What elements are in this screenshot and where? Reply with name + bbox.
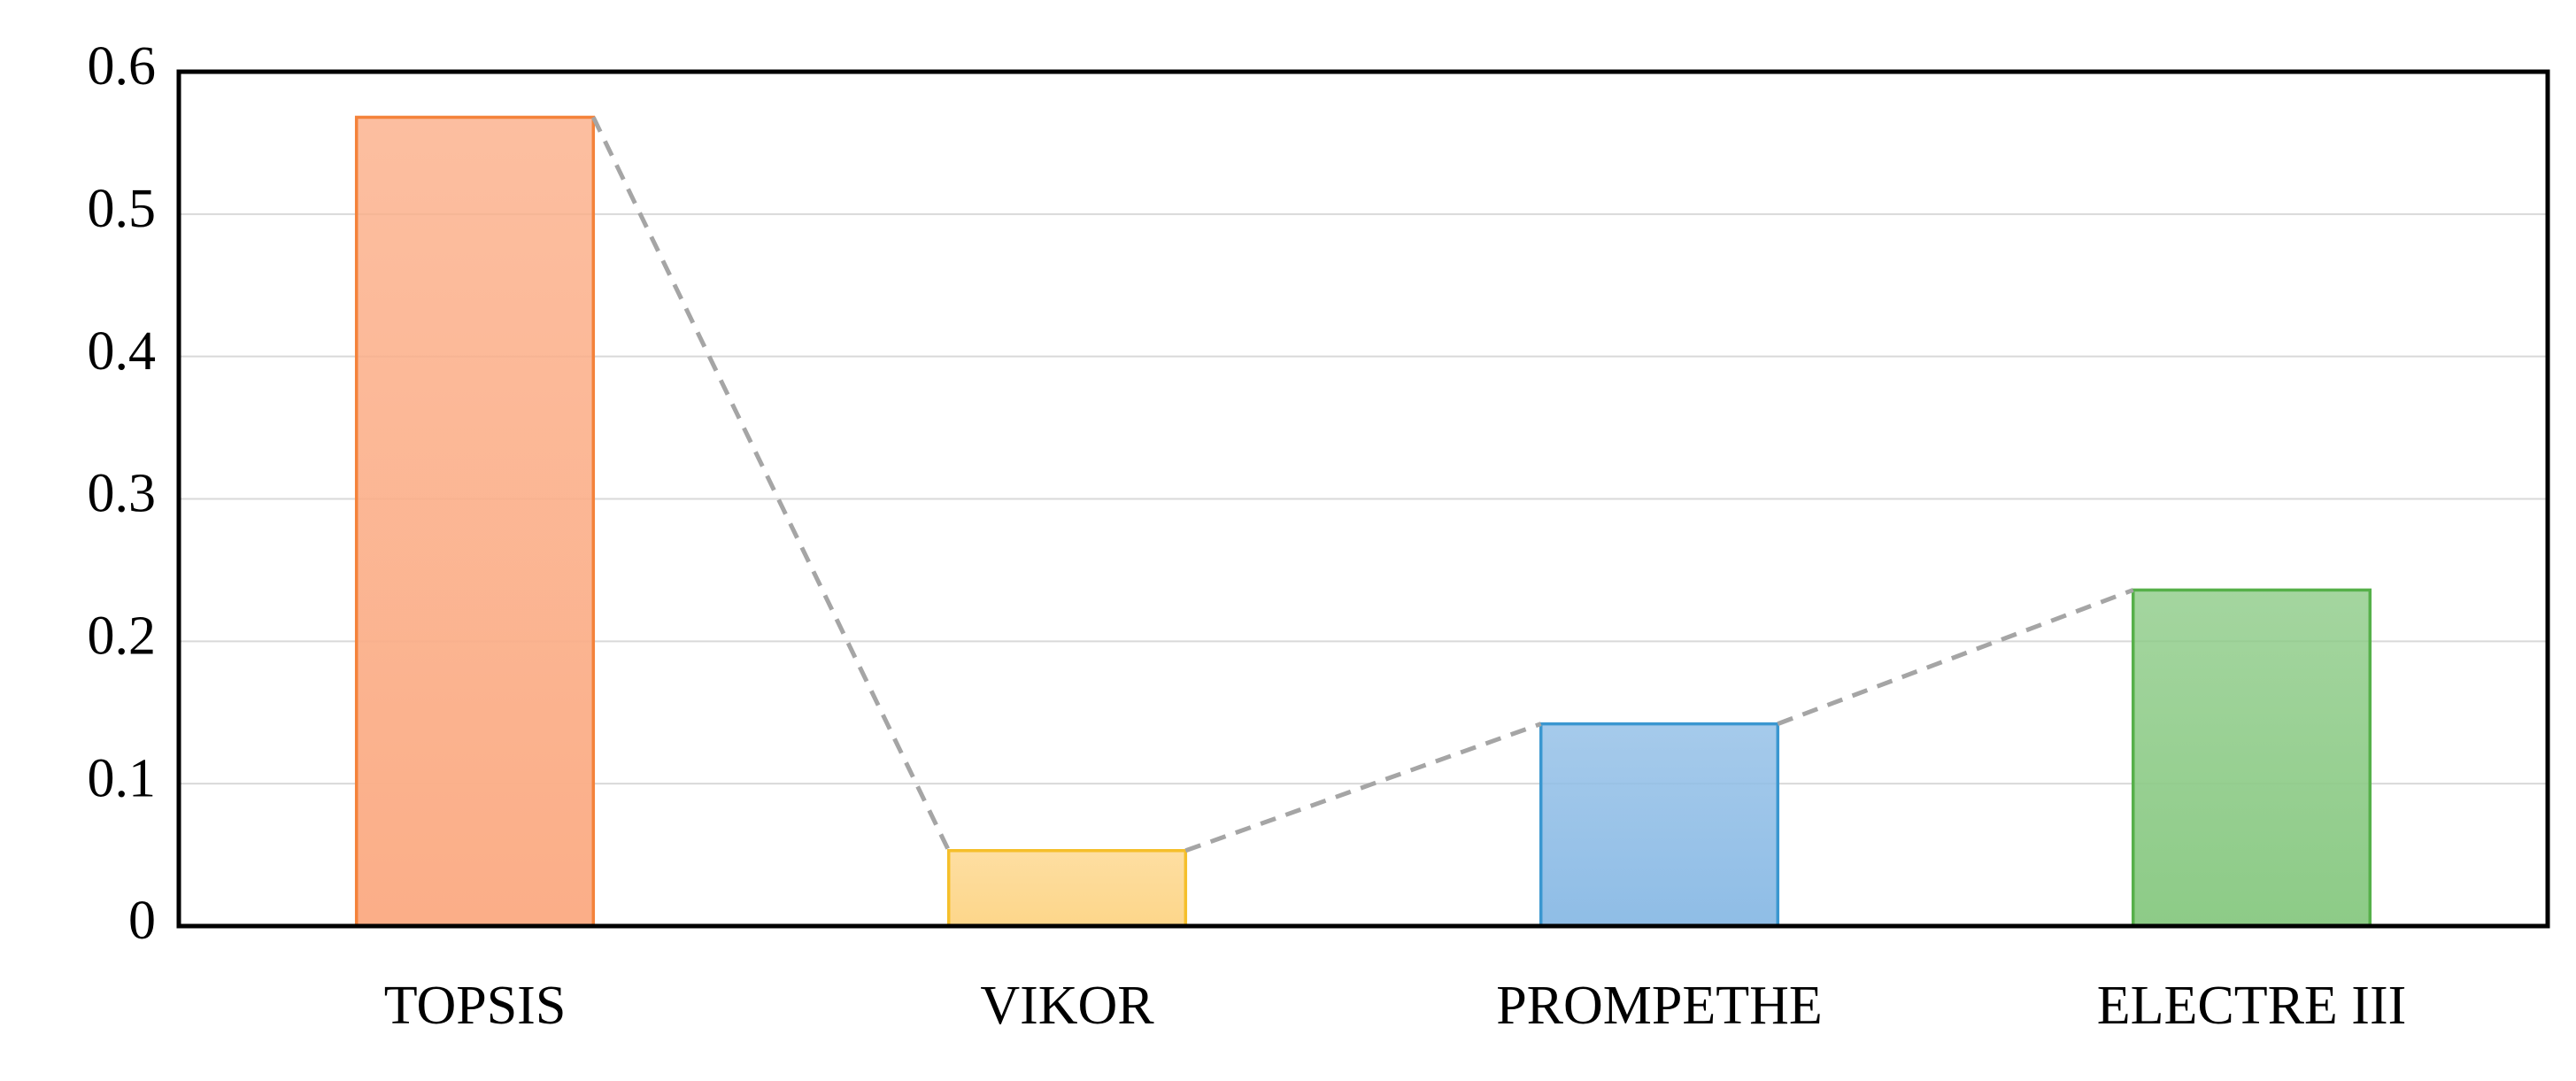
connector-line: [1777, 588, 2134, 726]
connector-line: [591, 116, 951, 852]
y-tick-label: 0.4: [88, 321, 157, 382]
bar: [354, 115, 596, 928]
y-tick-label: 0.3: [88, 464, 157, 524]
x-tick-label: PROMPETHE: [1496, 976, 1823, 1036]
x-tick-label: ELECTRE III: [2097, 976, 2407, 1036]
plot-frame: [176, 69, 2550, 929]
connector-line: [1184, 722, 1542, 853]
x-tick-label: VIKOR: [980, 976, 1154, 1036]
x-tick-label: TOPSIS: [384, 976, 567, 1036]
y-tick-label: 0.2: [88, 606, 157, 667]
y-tick-label: 0.6: [88, 36, 157, 97]
y-tick-label: 0.1: [88, 748, 157, 808]
y-tick-label: 0.5: [88, 179, 157, 239]
bar: [2131, 588, 2372, 928]
bar: [1539, 722, 1780, 928]
y-tick-label: 0: [128, 891, 156, 951]
bar: [946, 849, 1188, 928]
